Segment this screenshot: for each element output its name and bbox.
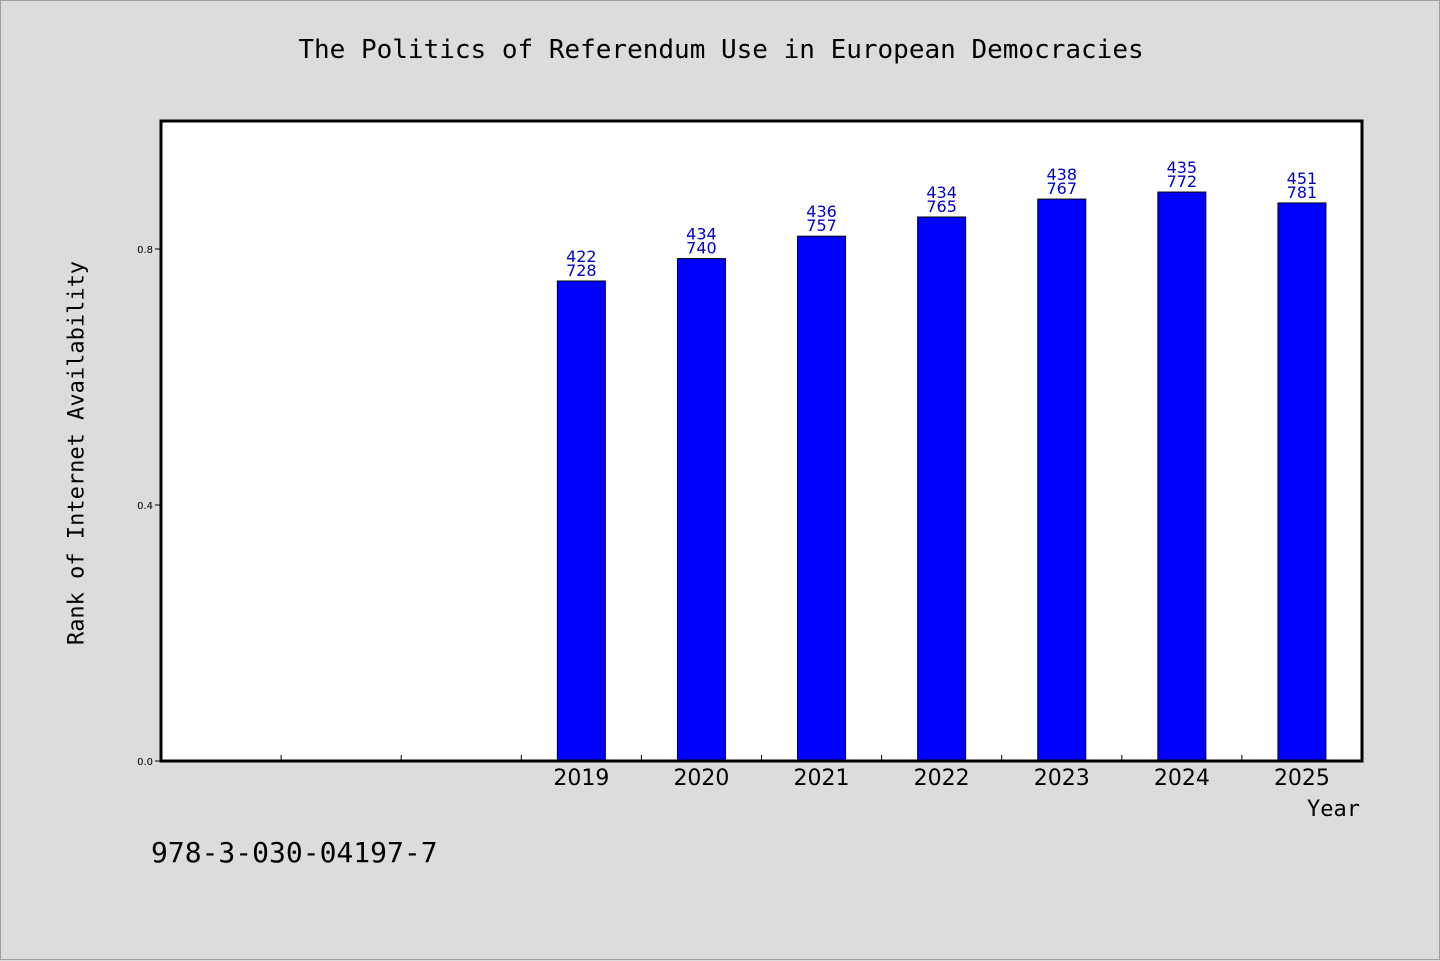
bar-label-top: 438 bbox=[1046, 165, 1077, 184]
bar-label-bottom: 765 bbox=[926, 197, 957, 216]
y-tick-label: 0.8 bbox=[137, 245, 153, 256]
bar-label-top: 434 bbox=[926, 183, 957, 202]
y-tick-label: 0.0 bbox=[137, 757, 153, 768]
x-tick-label: 2019 bbox=[553, 766, 609, 791]
bar-label-bottom: 757 bbox=[806, 216, 837, 235]
bar-label-top: 436 bbox=[806, 202, 837, 221]
bar-label-top: 435 bbox=[1167, 158, 1198, 177]
y-tick-label: 0.4 bbox=[137, 501, 153, 512]
bar bbox=[1277, 202, 1327, 762]
x-tick-label: 2022 bbox=[914, 766, 970, 791]
bar bbox=[797, 235, 847, 762]
x-tick-label: 2024 bbox=[1154, 766, 1210, 791]
x-tick-label: 2023 bbox=[1034, 766, 1090, 791]
x-tick-label: 2020 bbox=[673, 766, 729, 791]
bar-label-bottom: 728 bbox=[566, 261, 597, 280]
bar bbox=[1157, 191, 1207, 762]
bar-label-bottom: 772 bbox=[1167, 172, 1198, 191]
isbn-text: 978-3-030-04197-7 bbox=[151, 836, 438, 869]
x-tick-label: 2025 bbox=[1274, 766, 1330, 791]
bar-label-top: 451 bbox=[1287, 169, 1318, 188]
chart-title: The Politics of Referendum Use in Europe… bbox=[298, 35, 1144, 65]
x-tick-label: 2021 bbox=[794, 766, 850, 791]
bar bbox=[676, 258, 726, 762]
bar-label-bottom: 740 bbox=[686, 239, 717, 258]
plot-frame bbox=[159, 119, 1364, 763]
bar-label-bottom: 781 bbox=[1287, 183, 1318, 202]
x-axis-label: Year bbox=[1307, 797, 1360, 822]
bar-label-top: 434 bbox=[686, 225, 717, 244]
bar bbox=[556, 280, 606, 762]
bar bbox=[1037, 198, 1087, 762]
bar-label-bottom: 767 bbox=[1046, 179, 1077, 198]
bar-label-top: 422 bbox=[566, 247, 597, 266]
bar bbox=[917, 216, 967, 762]
